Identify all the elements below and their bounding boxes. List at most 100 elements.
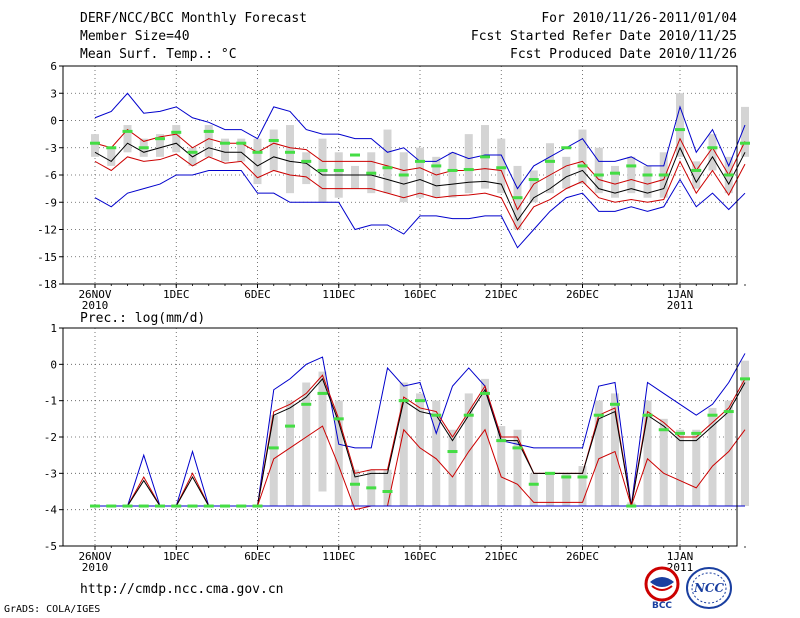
precip-box: [432, 400, 441, 507]
temp-spread_low-line: [94, 153, 746, 231]
temp-box: [643, 165, 652, 198]
precip-xtick-label: 21DEC: [485, 550, 518, 563]
precip-box: [513, 429, 522, 507]
temp-box: [91, 134, 99, 157]
temp-box: [237, 138, 246, 162]
precip-ytick-label: 0: [50, 358, 57, 371]
precip-ytick-label: 1: [50, 322, 57, 335]
precip-box: [529, 473, 538, 507]
temp-ytick-label: -6: [44, 169, 57, 182]
member-size: Member Size=40: [80, 29, 190, 44]
temp-ytick-label: -3: [44, 142, 57, 155]
temp-xtick-label: 1JAN: [667, 288, 694, 301]
refer-date: Fcst Started Refer Date 2010/11/25: [470, 29, 737, 44]
precip-max-line: [95, 353, 746, 507]
temp-min-line: [94, 169, 746, 249]
temp-xtick-label: 26DEC: [566, 288, 599, 301]
temp-ytick-label: 3: [50, 87, 57, 100]
produced-date: Fcst Produced Date 2010/11/26: [510, 47, 737, 62]
precip-box: [481, 378, 489, 507]
precip-box: [497, 426, 506, 507]
precip-xtick-label: 26DEC: [566, 550, 599, 563]
temp-box: [156, 134, 164, 157]
temp-ytick-label: -9: [44, 196, 57, 209]
temp-box: [286, 125, 294, 194]
temp-xtick-label: 21DEC: [485, 288, 518, 301]
temp-box: [204, 125, 213, 157]
temp-box: [253, 138, 262, 185]
temp-xtick-label: 26NOV: [78, 288, 111, 301]
precip-xtick-label: 1DEC: [163, 550, 190, 563]
temp-box: [416, 147, 424, 198]
precip-xtick-sublabel: 2010: [82, 561, 109, 574]
temp-box: [611, 165, 619, 198]
bcc-logo-text: BCC: [652, 601, 672, 610]
precip-ytick-label: -2: [44, 431, 57, 444]
temp-ytick-label: -12: [37, 224, 57, 237]
precip-xtick-label: 1JAN: [667, 550, 694, 563]
precip-box: [286, 400, 294, 507]
temp-box: [708, 134, 717, 171]
precip-box: [611, 393, 619, 507]
precip-label: Prec.: log(mm/d): [80, 311, 206, 326]
precip-box: [302, 382, 311, 507]
precip-box: [318, 371, 327, 492]
precip-box: [741, 360, 749, 507]
ncc-logo-text: NCC: [693, 581, 725, 595]
temp-box: [351, 165, 359, 189]
precip-box: [546, 473, 554, 507]
temp-xtick-label: 1DEC: [163, 288, 190, 301]
temp-box: [448, 152, 457, 198]
precip-box: [692, 429, 701, 507]
grads-credit: GrADS: COLA/IGES: [4, 604, 101, 615]
precip-mean-line: [95, 377, 746, 507]
temp-xtick-label: 11DEC: [322, 288, 355, 301]
precip-box: [708, 407, 717, 507]
temp-xtick-sublabel: 2010: [82, 299, 109, 312]
precip-box: [464, 393, 473, 507]
precip-box: [334, 400, 343, 507]
temp-box: [464, 134, 473, 194]
precip-box: [399, 382, 408, 507]
precip-box: [724, 400, 733, 507]
temp-box: [432, 156, 441, 198]
temp-box: [383, 129, 392, 194]
temp-box: [627, 156, 636, 194]
precip-box: [383, 469, 392, 507]
temp-box: [578, 129, 587, 185]
precip-xtick-label: 26NOV: [78, 550, 111, 563]
temp-box: [497, 138, 506, 194]
precip-frame: [62, 327, 738, 547]
ncc-logo-icon: NCC: [686, 567, 732, 609]
precip-xtick-label: 16DEC: [403, 550, 436, 563]
temp-box: [302, 152, 311, 185]
temp-box: [399, 152, 408, 203]
precip-box: [594, 400, 603, 507]
temp-ytick-label: 0: [50, 115, 57, 128]
precip-ytick-label: -5: [44, 540, 57, 553]
temp-xtick-label: 6DEC: [244, 288, 271, 301]
precip-box: [643, 400, 652, 507]
precip-box: [676, 429, 684, 507]
precip-ytick-label: -3: [44, 467, 57, 480]
precip-box: [416, 393, 424, 507]
precip-box: [578, 466, 587, 507]
temp-mean-line: [94, 142, 746, 222]
temp-box: [123, 125, 132, 153]
temp-box: [594, 147, 603, 194]
forecast-period: For 2010/11/26-2011/01/04: [541, 11, 737, 26]
source-url[interactable]: http://cmdp.ncc.cma.gov.cn: [80, 582, 284, 597]
temp-xtick-sublabel: 2011: [667, 299, 694, 312]
temp-box: [676, 93, 684, 157]
temp-box: [269, 129, 278, 171]
precip-box: [562, 473, 571, 507]
temp-xtick-label: 16DEC: [403, 288, 436, 301]
temp-box: [546, 143, 554, 194]
temp-box: [692, 161, 701, 189]
chart-title: DERF/NCC/BCC Monthly Forecast: [80, 11, 307, 26]
bcc-logo-icon: BCC: [644, 566, 680, 610]
precip-box: [659, 418, 668, 507]
